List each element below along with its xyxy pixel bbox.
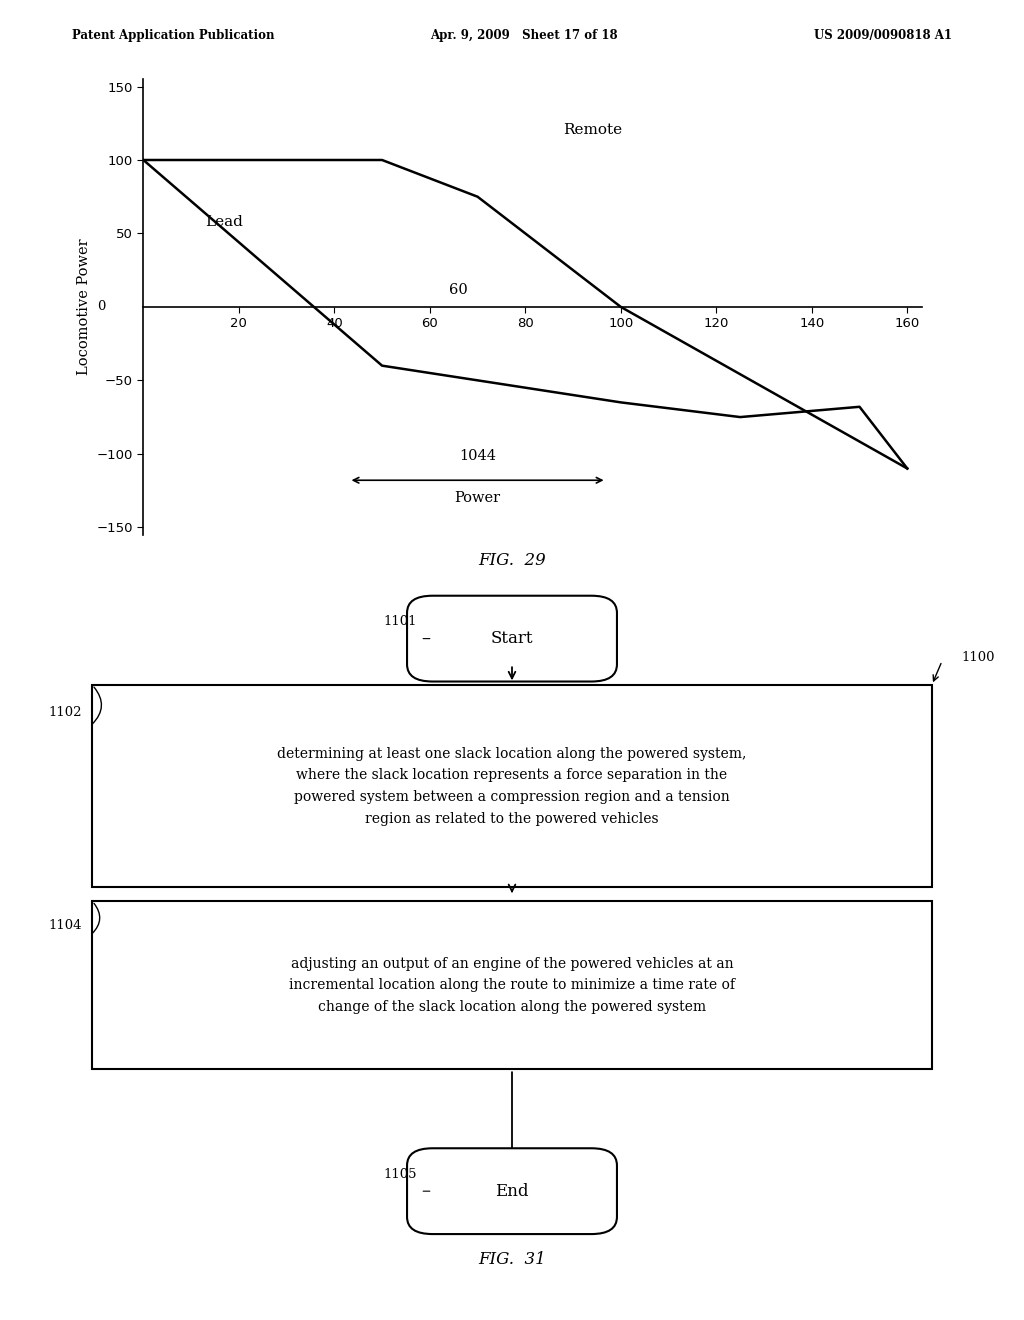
Y-axis label: Locomotive Power: Locomotive Power: [77, 239, 91, 375]
Text: Patent Application Publication: Patent Application Publication: [72, 29, 274, 42]
Text: FIG.  29: FIG. 29: [478, 552, 546, 569]
Text: End: End: [496, 1183, 528, 1200]
Text: 1100: 1100: [962, 651, 994, 664]
FancyBboxPatch shape: [407, 595, 616, 681]
Text: Remote: Remote: [563, 123, 623, 136]
FancyBboxPatch shape: [92, 685, 932, 887]
Text: US 2009/0090818 A1: US 2009/0090818 A1: [814, 29, 952, 42]
Text: adjusting an output of an engine of the powered vehicles at an
incremental locat: adjusting an output of an engine of the …: [289, 957, 735, 1014]
Text: Lead: Lead: [206, 215, 244, 230]
Text: 1105: 1105: [384, 1167, 418, 1180]
FancyBboxPatch shape: [407, 1148, 616, 1234]
Text: 60: 60: [450, 282, 468, 297]
Text: 1044: 1044: [459, 449, 496, 463]
Text: 1102: 1102: [48, 706, 82, 719]
Text: Power: Power: [455, 491, 501, 506]
Text: 1104: 1104: [48, 919, 82, 932]
Text: determining at least one slack location along the powered system,
where the slac: determining at least one slack location …: [278, 747, 746, 826]
Text: Apr. 9, 2009   Sheet 17 of 18: Apr. 9, 2009 Sheet 17 of 18: [430, 29, 617, 42]
Text: 1101: 1101: [384, 615, 418, 628]
Text: Start: Start: [490, 630, 534, 647]
FancyBboxPatch shape: [92, 902, 932, 1069]
Text: 0: 0: [97, 301, 105, 313]
Text: FIG.  31: FIG. 31: [478, 1251, 546, 1269]
